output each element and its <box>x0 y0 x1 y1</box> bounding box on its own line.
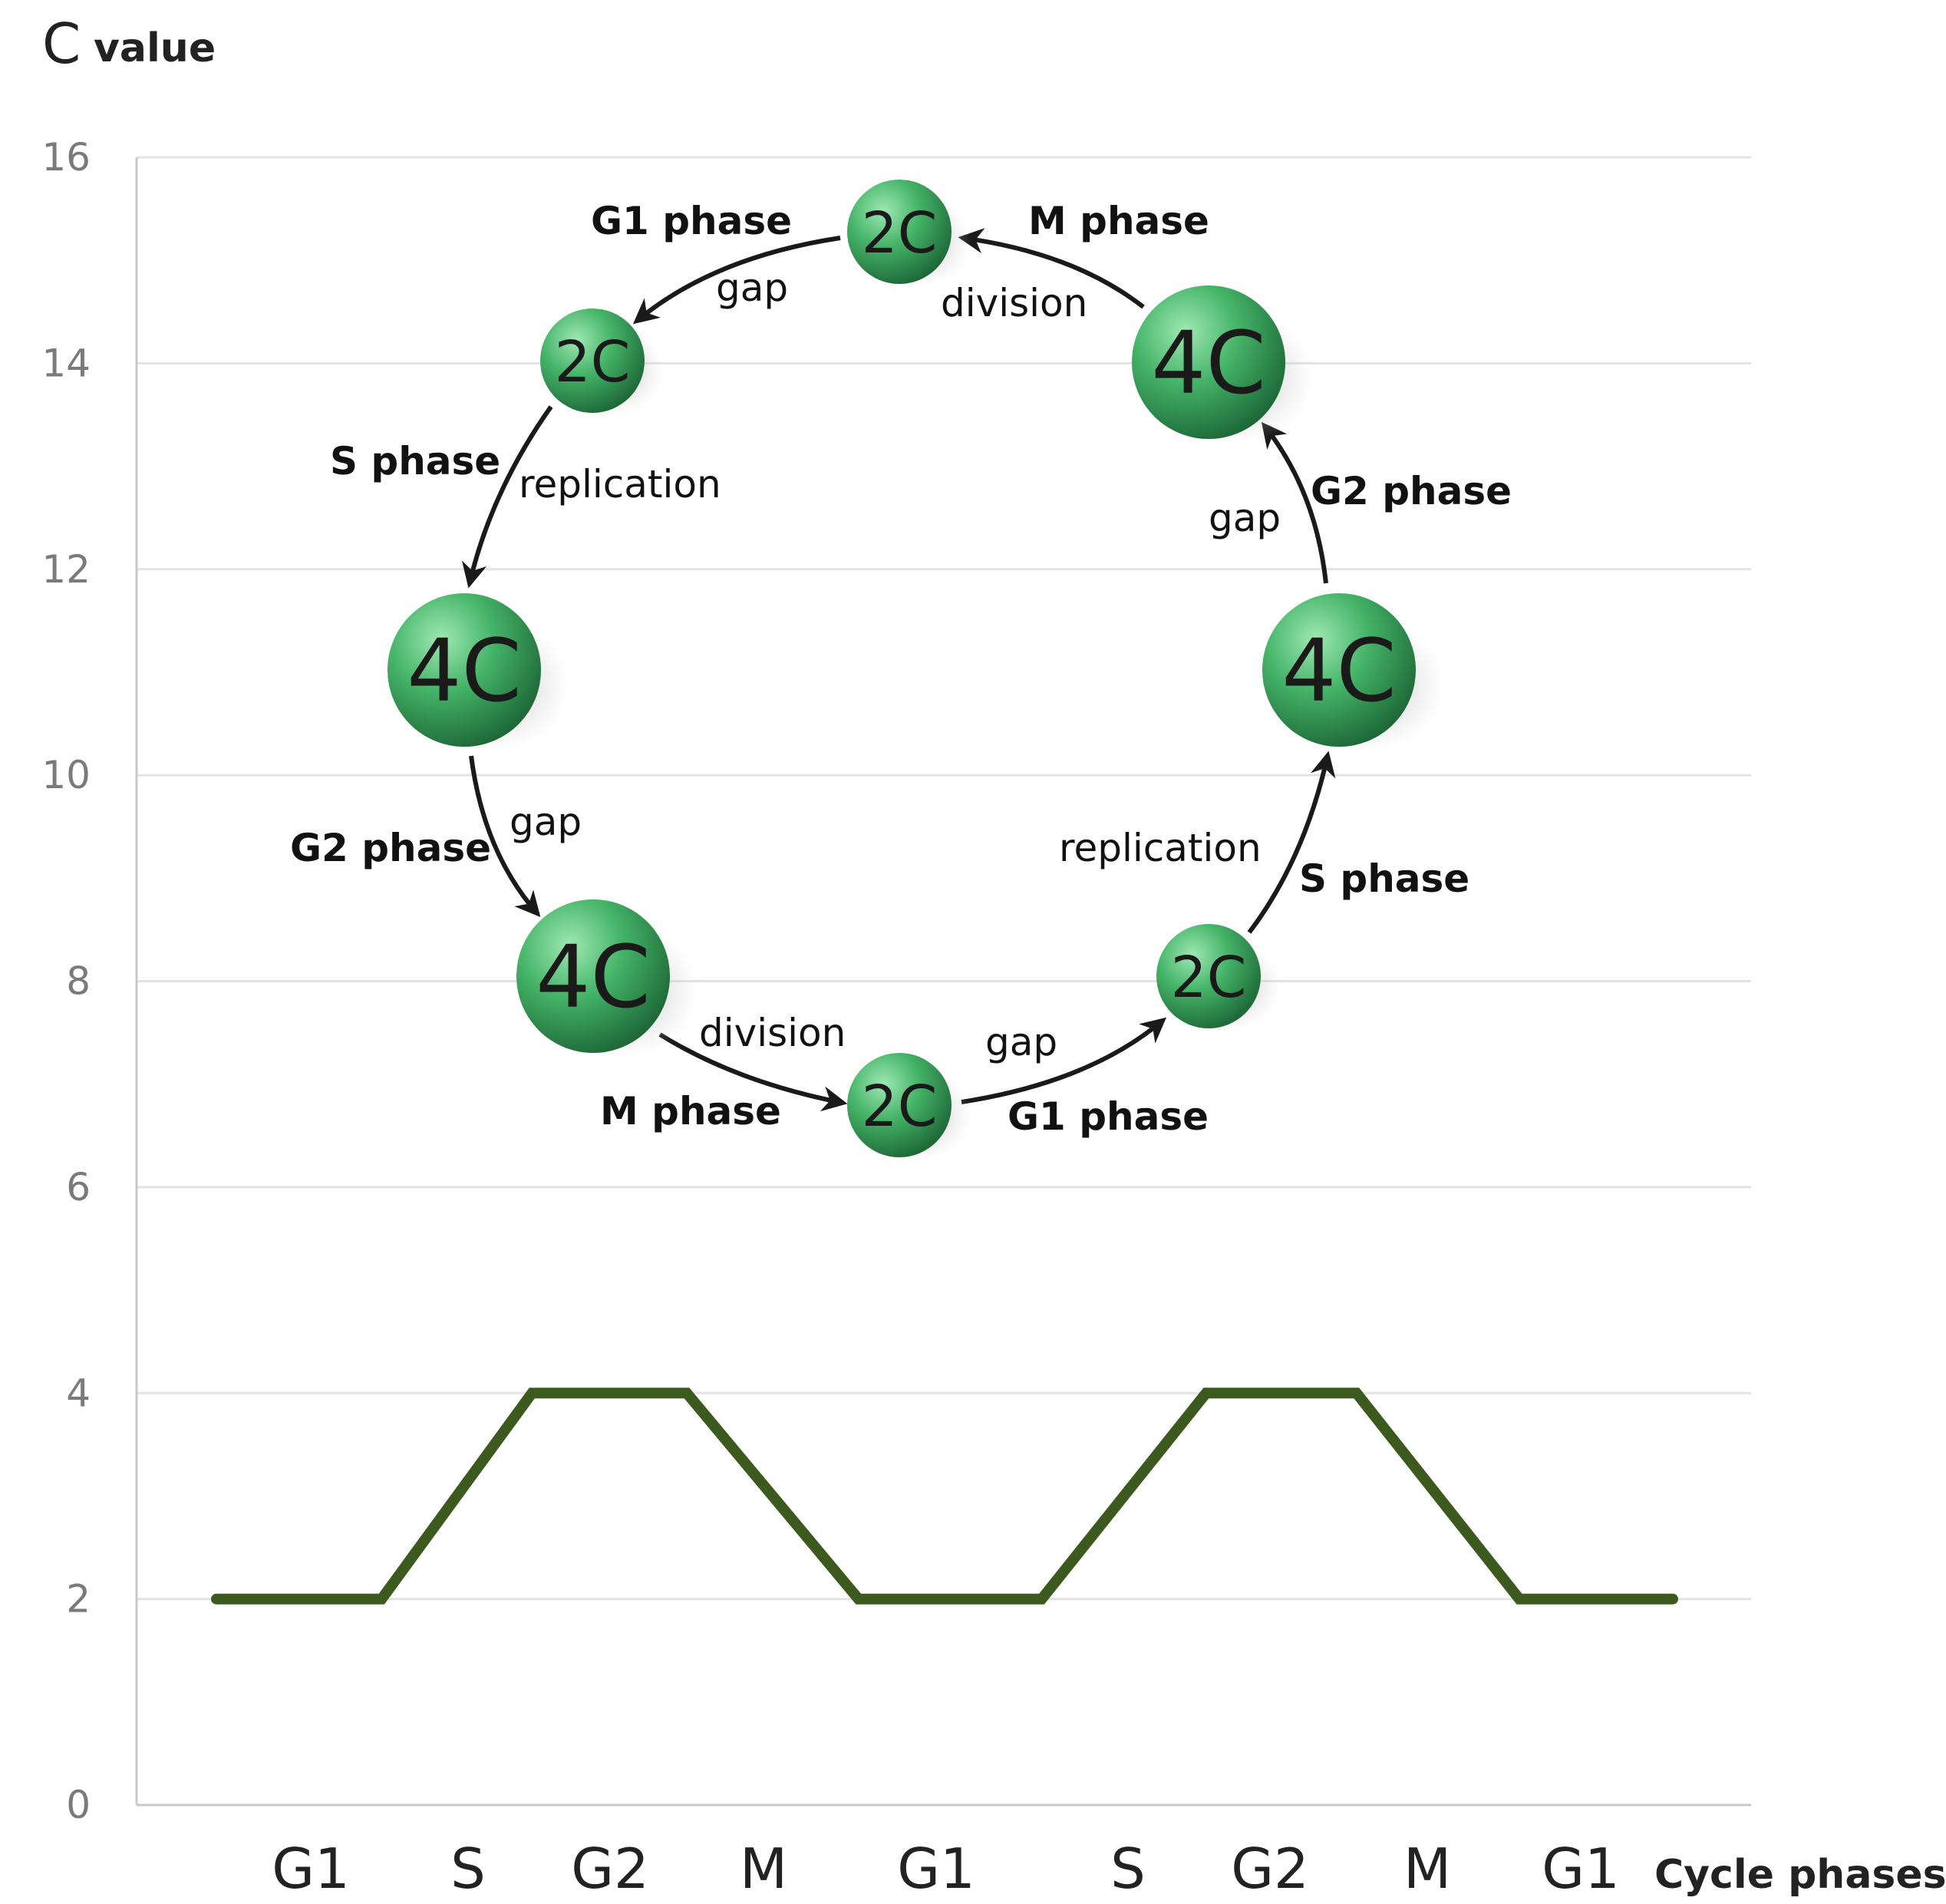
cell-2c-0: 2C <box>847 180 971 287</box>
arrow-s-phase-left <box>461 405 553 589</box>
c-value-series <box>211 1388 1678 1605</box>
phase-label-g1-top: G1 phase <box>591 199 792 243</box>
process-label-division-bottom: division <box>699 1011 846 1055</box>
cell-sphere <box>1156 924 1261 1028</box>
cell-label: 2C <box>1171 945 1247 1011</box>
cell-sphere <box>847 180 952 284</box>
process-label-gap-bottom: gap <box>985 1020 1057 1064</box>
chart-title-sub: value <box>94 25 216 71</box>
arrow-s-phase-right <box>1247 751 1336 934</box>
phase-label-g2-left: G2 phase <box>290 826 491 870</box>
x-tick-label: G1 <box>897 1836 975 1901</box>
x-tick-label: M <box>740 1836 787 1901</box>
phase-label-g1-bottom: G1 phase <box>1008 1094 1209 1139</box>
y-tick-label: 8 <box>66 959 91 1004</box>
cell-sphere <box>388 593 541 747</box>
cell-sphere <box>1132 285 1285 439</box>
y-tick-label: 2 <box>66 1577 91 1622</box>
y-tick-label: 10 <box>41 753 91 797</box>
cell-label: 4C <box>1151 314 1265 414</box>
y-axis-tick-labels: 0 2 4 6 8 10 12 14 16 <box>41 135 91 1827</box>
process-label-replication-left: replication <box>519 462 721 507</box>
cell-2c-7: 2C <box>540 309 665 416</box>
cell-sphere <box>847 1053 952 1157</box>
phase-label-s-right: S phase <box>1299 856 1469 901</box>
phase-label-m-bottom: M phase <box>600 1089 781 1133</box>
cell-label: 4C <box>1281 622 1396 721</box>
x-tick-label: S <box>1110 1836 1146 1901</box>
grid-lines <box>137 156 1751 1601</box>
phase-label-g2-right: G2 phase <box>1311 469 1512 513</box>
x-tick-label: S <box>450 1836 486 1901</box>
cell-4c-5: 4C <box>516 899 698 1057</box>
cell-sphere <box>516 899 670 1053</box>
cell-label: 4C <box>407 622 521 721</box>
process-label-gap-top: gap <box>716 266 788 310</box>
cell-label: 2C <box>555 329 631 395</box>
x-axis-title: Cycle phases <box>1654 1852 1946 1898</box>
arrow-g2-phase-left <box>469 755 541 917</box>
arrow-g1-phase-top <box>632 236 841 325</box>
y-tick-label: 4 <box>66 1371 91 1415</box>
series-line <box>211 1388 1678 1605</box>
cell-4c-6: 4C <box>388 593 569 751</box>
cell-sphere <box>540 309 645 413</box>
process-label-gap-left: gap <box>510 800 582 844</box>
process-label-gap-right: gap <box>1209 496 1281 540</box>
chart-title-main: C <box>42 12 81 76</box>
cell-4c-2: 4C <box>1262 593 1444 751</box>
y-tick-label: 16 <box>41 135 91 180</box>
cell-cycle-diagram: 2C 4C 4C 2C 2C 4C 4C 2C G1 phase M phase S phas… <box>290 180 1512 1160</box>
cell-4c-1: 4C <box>1132 285 1314 443</box>
x-tick-label: M <box>1403 1836 1451 1901</box>
cell-label: 4C <box>536 928 650 1028</box>
arrow-g1-phase-bottom <box>961 1017 1167 1104</box>
cell-sphere <box>1262 593 1416 747</box>
x-axis-tick-labels: G1 S G2 M G1 S G2 M G1 <box>272 1836 1620 1901</box>
cell-2c-3: 2C <box>1156 924 1281 1031</box>
arrow-m-phase-top <box>958 228 1145 309</box>
phase-label-m-top: M phase <box>1028 199 1209 243</box>
x-tick-label: G2 <box>1231 1836 1309 1901</box>
x-tick-label: G1 <box>272 1836 350 1901</box>
process-label-replication-right: replication <box>1059 826 1262 870</box>
axes <box>135 157 1751 1807</box>
arrow-g2-phase-right <box>1261 421 1328 584</box>
y-tick-label: 12 <box>41 547 91 592</box>
y-tick-label: 14 <box>41 341 91 385</box>
y-tick-label: 6 <box>66 1165 91 1209</box>
cell-2c-4: 2C <box>847 1053 971 1160</box>
process-label-division-top: division <box>941 281 1087 325</box>
x-tick-label: G2 <box>571 1836 649 1901</box>
phase-label-s-left: S phase <box>330 439 500 483</box>
x-tick-label: G1 <box>1542 1836 1620 1901</box>
cell-label: 2C <box>862 1074 938 1140</box>
cell-label: 2C <box>862 200 938 266</box>
y-tick-label: 0 <box>66 1783 91 1827</box>
arrow-m-phase-bottom <box>658 1032 848 1112</box>
